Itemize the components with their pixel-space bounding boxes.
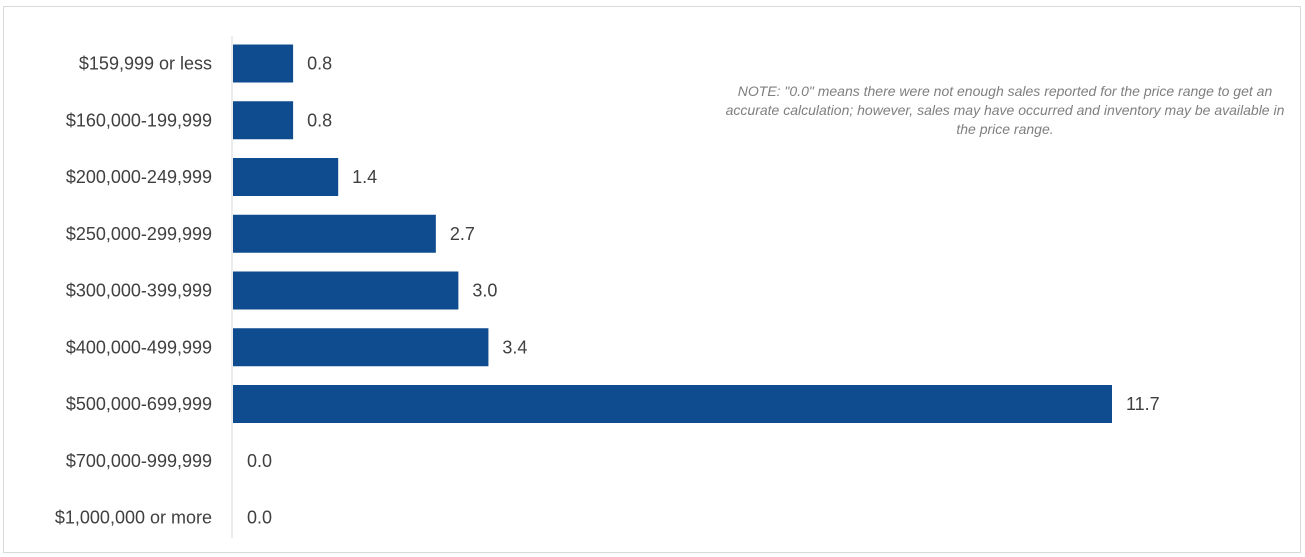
- bars-group: [233, 44, 1112, 423]
- bar: [233, 214, 436, 253]
- category-label: $700,000-999,999: [66, 451, 212, 471]
- chart-frame: [3, 6, 1301, 553]
- category-label: $200,000-249,999: [66, 167, 212, 187]
- chart-note: NOTE: "0.0" means there were not enough …: [725, 83, 1285, 137]
- value-label: 0.0: [247, 508, 272, 528]
- value-label: 3.0: [472, 281, 497, 301]
- category-label: $300,000-399,999: [66, 281, 212, 301]
- category-label: $250,000-299,999: [66, 224, 212, 244]
- bar: [233, 385, 1112, 423]
- bar: [233, 328, 489, 367]
- value-label: 1.4: [352, 167, 377, 187]
- value-label: 2.7: [450, 224, 475, 244]
- bar: [233, 44, 294, 83]
- value-label: 0.0: [247, 451, 272, 471]
- category-label: $159,999 or less: [79, 54, 212, 74]
- value-labels-group: 0.8 0.8 1.4 2.7 3.0 3.4 11.7 0.0 0.0: [247, 54, 1160, 528]
- bar: [233, 101, 294, 140]
- value-label: 0.8: [307, 110, 332, 130]
- category-label: $1,000,000 or more: [55, 508, 212, 528]
- category-label: $160,000-199,999: [66, 110, 212, 130]
- category-labels-group: $159,999 or less $160,000-199,999 $200,000…: [55, 54, 212, 528]
- category-label: $500,000-699,999: [66, 394, 212, 414]
- value-label: 3.4: [502, 337, 527, 357]
- category-label: $400,000-499,999: [66, 337, 212, 357]
- bar: [233, 158, 339, 196]
- bar: [233, 271, 459, 310]
- value-label: 11.7: [1126, 394, 1160, 414]
- value-label: 0.8: [307, 54, 332, 74]
